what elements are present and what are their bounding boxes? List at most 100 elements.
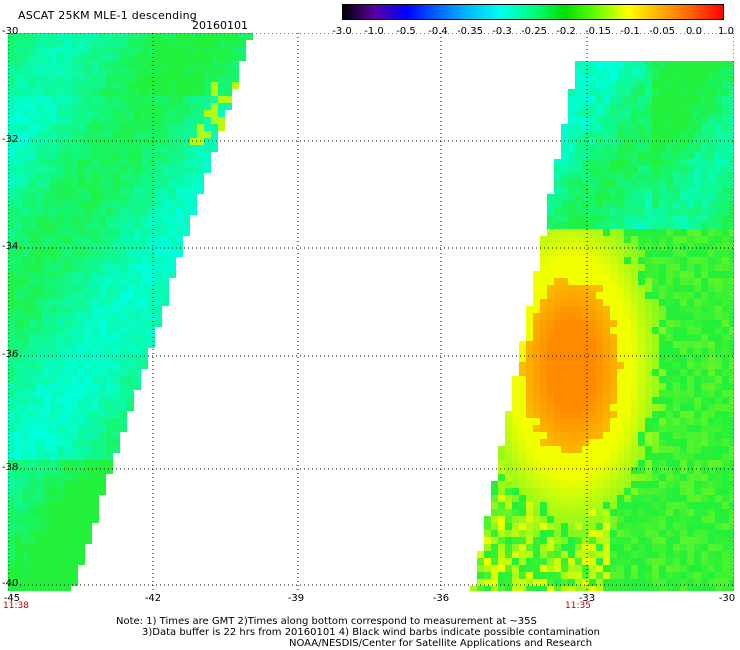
right-swath-cell <box>701 572 708 579</box>
right-swath-cell <box>589 432 596 439</box>
right-swath-cell <box>547 572 554 579</box>
left-swath-cell <box>169 40 176 47</box>
left-swath-cell <box>113 96 120 103</box>
right-swath-cell <box>659 166 666 173</box>
right-swath-cell <box>561 502 568 509</box>
right-swath-cell <box>519 369 526 376</box>
right-swath-cell <box>680 460 687 467</box>
right-swath-cell <box>617 516 624 523</box>
left-swath-cell <box>85 390 92 397</box>
left-swath-cell <box>141 285 148 292</box>
right-swath-cell <box>631 495 638 502</box>
right-swath-cell <box>701 145 708 152</box>
right-swath-cell <box>610 250 617 257</box>
right-swath-cell <box>533 544 540 551</box>
right-swath-cell <box>533 509 540 516</box>
left-swath-cell <box>141 278 148 285</box>
right-swath-cell <box>575 369 582 376</box>
left-swath-cell <box>43 551 50 558</box>
right-swath-cell <box>533 586 540 591</box>
right-swath-cell <box>638 446 645 453</box>
right-swath-cell <box>582 89 589 96</box>
right-swath-cell <box>729 159 734 166</box>
right-swath-cell <box>722 481 729 488</box>
left-swath-cell <box>134 250 141 257</box>
left-swath-cell <box>8 89 15 96</box>
left-swath-cell <box>176 75 183 82</box>
left-swath-cell <box>71 166 78 173</box>
right-swath-cell <box>729 152 734 159</box>
right-swath-cell <box>645 334 652 341</box>
left-swath-cell <box>78 124 85 131</box>
right-swath-cell <box>652 82 659 89</box>
right-swath-cell <box>701 299 708 306</box>
left-swath-cell <box>50 159 57 166</box>
right-swath-cell <box>575 586 582 591</box>
right-swath-cell <box>540 369 547 376</box>
left-swath-cell <box>71 502 78 509</box>
left-swath-cell <box>43 404 50 411</box>
left-swath-cell <box>85 376 92 383</box>
right-swath-cell <box>582 131 589 138</box>
right-swath-cell <box>603 152 610 159</box>
left-swath-cell <box>8 103 15 110</box>
right-swath-cell <box>680 509 687 516</box>
right-swath-cell <box>687 110 694 117</box>
right-swath-cell <box>708 579 715 586</box>
right-swath-cell <box>645 61 652 68</box>
left-swath-cell <box>127 187 134 194</box>
right-swath-cell <box>589 110 596 117</box>
left-swath-cell <box>148 110 155 117</box>
right-swath-cell <box>519 446 526 453</box>
right-swath-cell <box>582 75 589 82</box>
left-swath-cell <box>8 530 15 537</box>
right-swath-cell <box>624 236 631 243</box>
right-swath-cell <box>631 257 638 264</box>
left-swath-cell <box>106 355 113 362</box>
right-swath-cell <box>694 75 701 82</box>
left-swath-cell <box>148 313 155 320</box>
right-swath-cell <box>582 68 589 75</box>
right-swath-cell <box>666 173 673 180</box>
left-swath-cell <box>127 313 134 320</box>
right-swath-cell <box>582 250 589 257</box>
left-swath-cell <box>8 292 15 299</box>
right-swath-cell <box>715 558 722 565</box>
left-swath-cell <box>85 124 92 131</box>
left-swath-cell <box>29 117 36 124</box>
right-swath-cell <box>624 187 631 194</box>
left-swath-cell <box>85 313 92 320</box>
right-swath-cell <box>603 222 610 229</box>
left-swath-cell <box>106 278 113 285</box>
left-swath-cell <box>99 271 106 278</box>
right-swath-cell <box>666 446 673 453</box>
left-swath-cell <box>113 173 120 180</box>
left-swath-cell <box>106 404 113 411</box>
left-swath-cell <box>71 145 78 152</box>
right-swath-cell <box>610 173 617 180</box>
left-swath-cell <box>176 131 183 138</box>
left-swath-cell <box>183 82 190 89</box>
left-swath-cell <box>15 320 22 327</box>
right-swath-cell <box>680 474 687 481</box>
right-swath-cell <box>659 390 666 397</box>
right-swath-cell <box>491 488 498 495</box>
left-swath-cell <box>113 411 120 418</box>
right-swath-cell <box>694 467 701 474</box>
left-swath-cell <box>29 551 36 558</box>
left-swath-cell <box>162 173 169 180</box>
right-swath-cell <box>708 61 715 68</box>
left-swath-cell <box>176 124 183 131</box>
right-swath-cell <box>687 530 694 537</box>
right-swath-cell <box>617 103 624 110</box>
left-swath-cell <box>99 362 106 369</box>
right-swath-cell <box>603 208 610 215</box>
left-swath-cell <box>50 565 57 572</box>
right-swath-cell <box>575 145 582 152</box>
right-swath-cell <box>659 348 666 355</box>
right-swath-cell <box>701 201 708 208</box>
left-swath-cell <box>92 187 99 194</box>
left-swath-cell <box>99 264 106 271</box>
left-swath-cell <box>106 96 113 103</box>
left-swath-cell <box>22 425 29 432</box>
